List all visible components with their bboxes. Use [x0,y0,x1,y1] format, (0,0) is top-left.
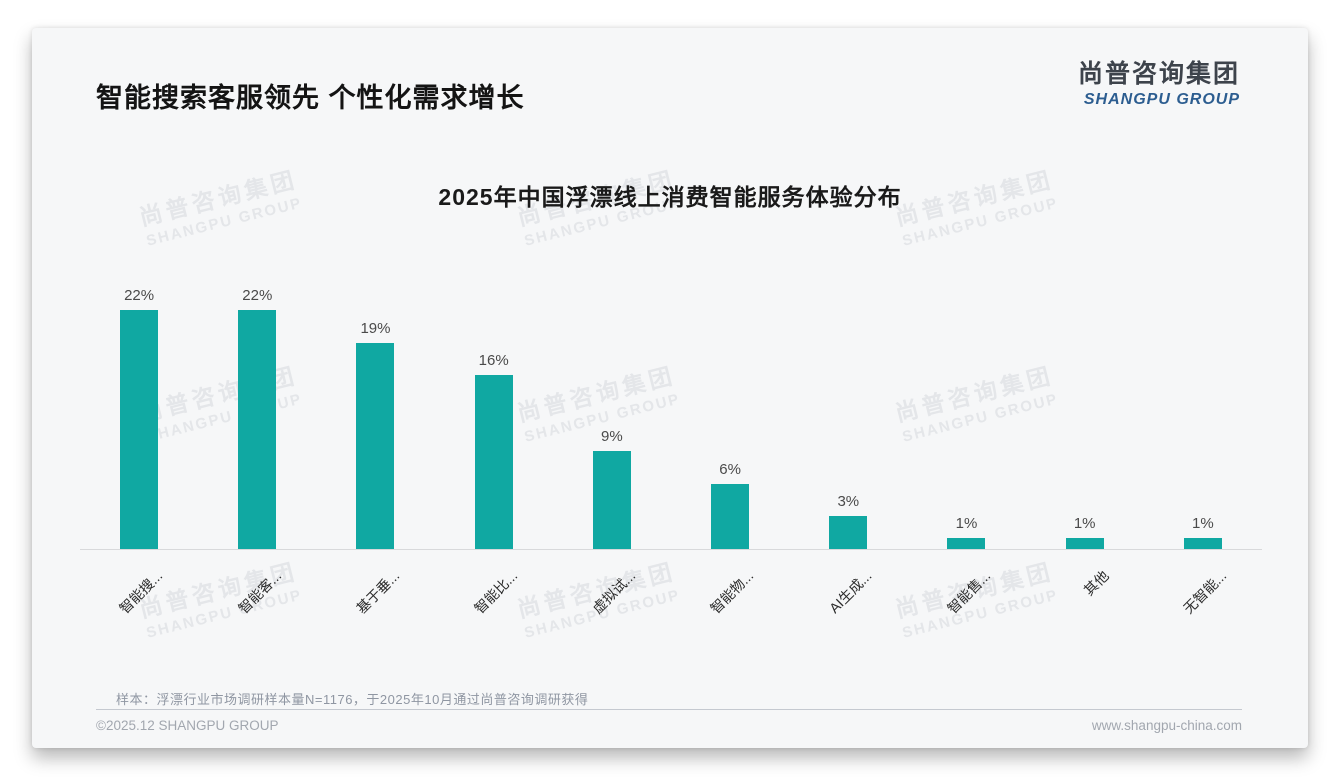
bar [1065,538,1104,549]
bar-chart: 22% 智能搜... 22% 智能客... 19% 基于垂... 16% 智能比... 9% 虚拟… [80,260,1262,617]
company-logo: 尚普咨询集团 SHANGPU GROUP [1078,54,1240,109]
x-axis-label: 智能售... [943,567,994,617]
bar-slot: 6% 智能物... [671,260,789,617]
bar-slot: 19% 基于垂... [316,260,434,617]
slide-card: 尚普咨询集团 SHANGPU GROUP 尚普咨询集团 SHANGPU GROUP 尚普… [32,28,1308,748]
bar [356,343,395,549]
footer: ©2025.12 SHANGPU GROUP www.shangpu-china… [96,718,1242,733]
page-title: 智能搜索客服领先 个性化需求增长 [96,83,525,113]
x-axis-label: 智能物... [707,567,757,617]
bar [592,451,631,549]
bar-value-label: 6% [719,461,741,478]
x-axis-label: 无智能... [1180,567,1230,617]
bar-slot: 16% 智能比... [435,260,553,617]
x-axis-label: 智能搜... [116,567,166,617]
x-axis-label: 基于垂... [352,567,403,617]
bar-value-label: 3% [837,493,860,510]
bar-value-label: 22% [124,287,155,304]
bar-slot: 3% AI生成... [789,260,907,616]
x-axis-line [80,549,1262,550]
footer-divider [96,709,1242,710]
bar-value-label: 16% [478,352,509,369]
bar [238,310,277,549]
bar-value-label: 22% [242,287,273,304]
copyright-text: ©2025.12 SHANGPU GROUP [96,718,279,733]
bar [947,538,986,549]
bar-slot: 1% 无智能... [1144,260,1262,617]
bar-value-label: 9% [601,428,623,445]
bar [829,516,868,549]
bar-value-label: 1% [955,515,978,532]
bar-slot: 9% 虚拟试... [553,260,671,617]
bar-slot: 22% 智能搜... [80,260,198,617]
bar-slot: 1% 其他 [1026,260,1144,599]
x-axis-label: 智能比... [471,567,521,617]
website-text: www.shangpu-china.com [1091,718,1242,733]
x-axis-label: 虚拟试... [589,567,639,617]
bar-slot: 1% 智能售... [907,260,1025,617]
bar [711,484,750,549]
bar-value-label: 19% [360,320,391,337]
bar-slot: 22% 智能客... [198,260,316,617]
bar-value-label: 1% [1073,515,1096,532]
bar-value-label: 1% [1192,515,1214,532]
watermark: 尚普咨询集团 SHANGPU GROUP [136,558,305,642]
source-note: 样本：浮漂行业市场调研样本量N=1176，于2025年10月通过尚普咨询调研获得 [116,692,589,707]
x-axis-label: 其他 [1080,567,1112,599]
logo-chinese-text: 尚普咨询集团 [1077,60,1240,88]
logo-english-text: SHANGPU GROUP [1083,91,1240,108]
bar [1183,538,1222,549]
x-axis-label: 智能客... [234,567,285,617]
bar [474,375,513,549]
chart-title: 2025年中国浮漂线上消费智能服务体验分布 [438,184,902,210]
bar [120,310,159,549]
x-axis-label: AI生成... [826,567,876,617]
